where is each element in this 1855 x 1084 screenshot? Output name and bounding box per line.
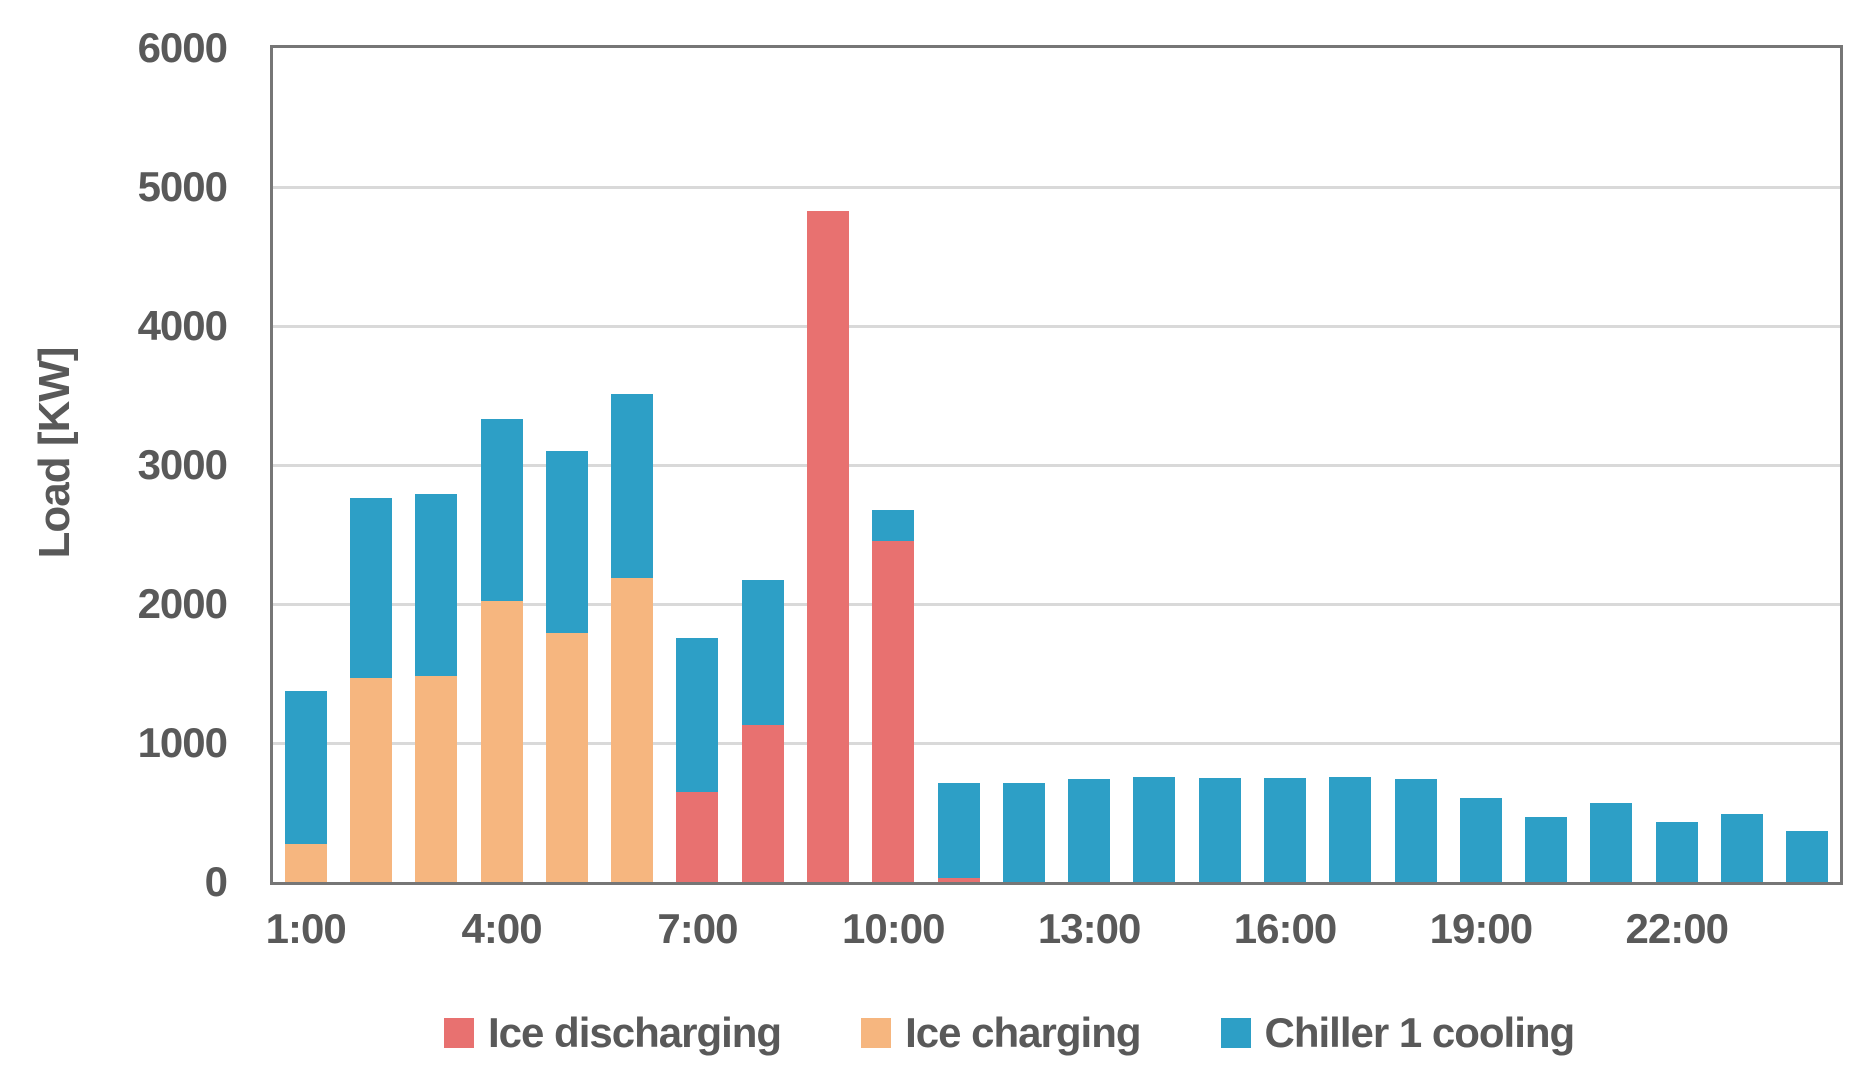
x-axis-tick-label: 16:00 — [1233, 905, 1337, 952]
bar-segment — [1394, 779, 1437, 882]
gridline — [273, 602, 1840, 606]
bar-segment — [1655, 822, 1698, 882]
y-axis-tick-label: 6000 — [137, 24, 228, 71]
bar-segment — [937, 783, 980, 878]
bar-segment — [1133, 777, 1176, 882]
legend-item-ice-charging: Ice charging — [861, 1007, 1142, 1059]
gridline — [273, 324, 1840, 328]
bar-segment — [415, 494, 458, 677]
bar-segment — [480, 601, 523, 882]
legend: Ice discharging Ice charging Chiller 1 c… — [444, 1003, 1576, 1063]
bar-segment — [1525, 817, 1568, 882]
gridline — [273, 741, 1840, 745]
bar-segment — [676, 792, 719, 882]
bar-segment — [1002, 783, 1045, 882]
legend-swatch-ice-discharging-icon — [444, 1018, 474, 1048]
y-axis-tick-label: 0 — [204, 858, 228, 905]
bar-segment — [611, 578, 654, 882]
bar-segment — [872, 540, 915, 882]
x-axis-tick-label: 19:00 — [1429, 905, 1533, 952]
bar-segment — [415, 676, 458, 882]
bar-segment — [1329, 777, 1372, 882]
legend-label-ice-discharging: Ice discharging — [488, 1009, 782, 1056]
legend-item-ice-discharging: Ice discharging — [444, 1007, 782, 1059]
gridline — [273, 463, 1840, 467]
y-axis-tick-label: 4000 — [137, 302, 228, 349]
bar-segment — [349, 677, 392, 882]
legend-label-chiller-1-cooling: Chiller 1 cooling — [1264, 1009, 1576, 1056]
x-axis-tick-label: 7:00 — [657, 905, 738, 952]
bar-segment — [741, 579, 784, 725]
plot-area — [270, 45, 1843, 885]
y-axis-tick-label: 3000 — [137, 441, 228, 488]
x-axis-tick-label: 22:00 — [1625, 905, 1729, 952]
x-axis-tick-label: 4:00 — [461, 905, 542, 952]
bar-segment — [545, 633, 588, 882]
bar-segment — [545, 451, 588, 634]
bar-segment — [1198, 777, 1241, 882]
x-axis-tick-label: 1:00 — [265, 905, 347, 952]
legend-swatch-ice-charging-icon — [861, 1018, 892, 1048]
x-axis-tick-label: 10:00 — [842, 905, 945, 952]
bar-segment — [1786, 830, 1829, 882]
plot-inner — [273, 48, 1840, 882]
bar-segment — [1590, 802, 1633, 882]
legend-swatch-chiller-1-cooling-icon — [1220, 1018, 1251, 1048]
y-axis-tick-label: 5000 — [137, 163, 228, 210]
bar-segment — [1068, 779, 1111, 882]
bar-segment — [1459, 797, 1502, 882]
bar-segment — [284, 690, 327, 844]
bar-segment — [284, 843, 327, 882]
legend-item-chiller-1-cooling: Chiller 1 cooling — [1220, 1007, 1576, 1059]
y-axis-tick-label: 1000 — [137, 719, 228, 766]
bar-segment — [676, 638, 719, 793]
bar-segment — [741, 724, 784, 882]
legend-label-ice-charging: Ice charging — [905, 1009, 1141, 1056]
bar-segment — [937, 877, 980, 882]
bar-segment — [1264, 777, 1307, 882]
bar-segment — [480, 419, 523, 602]
gridline — [273, 185, 1840, 189]
x-axis-tick-label: 13:00 — [1037, 905, 1141, 952]
y-axis-tick-label: 2000 — [137, 580, 228, 627]
bar-segment — [1721, 813, 1764, 882]
bar-segment — [611, 394, 654, 579]
bar-segment — [806, 210, 849, 882]
bar-segment — [872, 510, 915, 541]
bar-segment — [349, 498, 392, 678]
